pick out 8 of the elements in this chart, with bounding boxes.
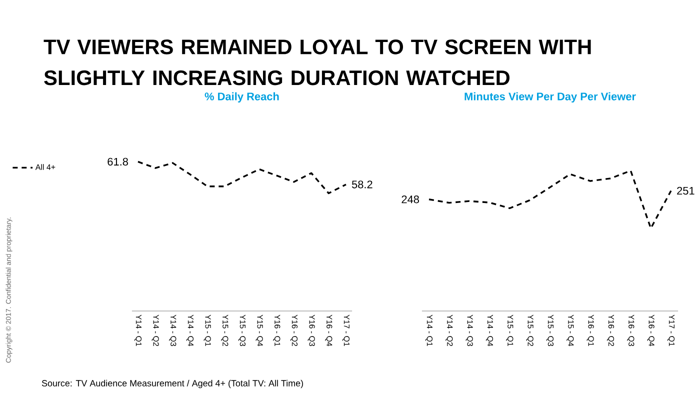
text: TV VIEWERS REMAINED LOYAL TO TV SCREEN WITH SLIGHTLY INCREASING DURATION WATCHED (44, 40, 591, 86)
chart-title: Minutes View Per Day Per Viewer (464, 92, 636, 102)
chart-title: % Daily Reach (204, 92, 279, 102)
data-label: 58.2 (352, 180, 372, 188)
data-label: 61.8 (108, 158, 128, 166)
data-label: 248 (402, 195, 419, 204)
source-note: Source: TV Audience Measurement / Aged 4+ (Total TV: All Time) (42, 380, 303, 388)
data-label: 251 (677, 186, 694, 195)
